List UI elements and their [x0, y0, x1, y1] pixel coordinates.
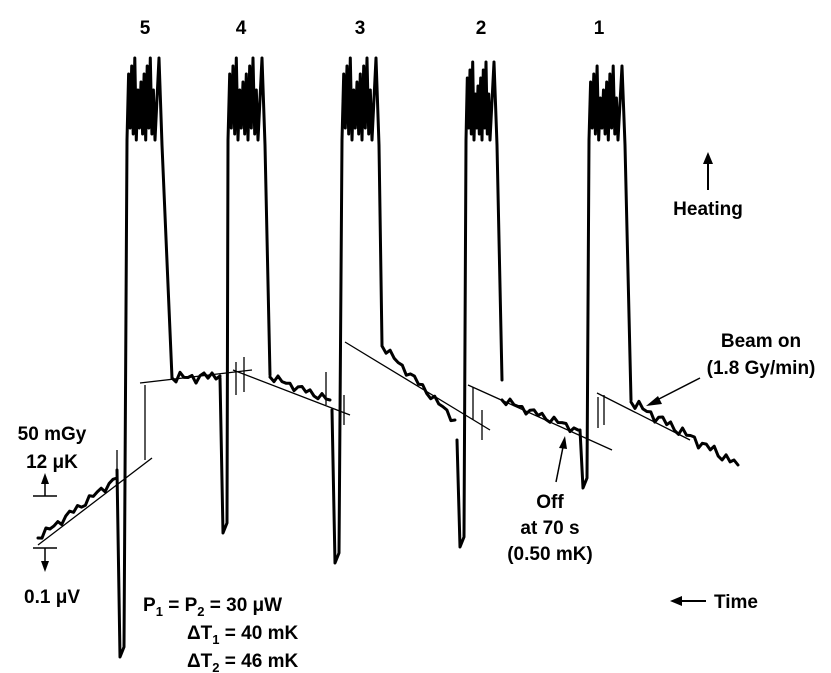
heating-arrow-icon	[703, 152, 713, 190]
fit-line-5-4	[139, 369, 253, 384]
peak-4	[218, 56, 272, 535]
baseline-3-2	[380, 344, 457, 423]
dose-scale-label: 50 mGy	[18, 424, 87, 445]
peak-label-5: 5	[140, 18, 151, 39]
time-arrow-icon	[670, 596, 706, 606]
off-label: Off	[536, 492, 564, 513]
peak-label-2: 2	[476, 18, 487, 39]
peak-2	[455, 60, 504, 549]
voltage-scale-label: 0.1 μV	[24, 587, 80, 608]
peak-1	[578, 64, 633, 490]
fit-line-post-1	[596, 392, 691, 441]
beam-on-label: Beam on	[721, 331, 801, 352]
fit-line-3-2	[344, 341, 491, 431]
baseline-pre-5	[36, 476, 119, 540]
off-arrow-icon	[555, 436, 567, 483]
baseline-4-3	[268, 374, 332, 402]
peak-3	[330, 56, 384, 565]
peak-5	[115, 56, 174, 659]
heating-label: Heating	[673, 199, 743, 220]
baseline-2-1	[500, 397, 580, 434]
scale-bar	[33, 473, 57, 572]
delta-t2-equation: ΔT2 = 46 mK	[187, 651, 298, 673]
peak-label-1: 1	[594, 18, 605, 39]
beam-rate-label: (1.8 Gy/min)	[707, 358, 816, 379]
time-label: Time	[714, 592, 758, 613]
fit-line-4-3	[232, 369, 351, 416]
fit-line-pre-5	[37, 457, 153, 546]
temp-scale-label: 12 μK	[26, 452, 78, 473]
off-time-label: at 70 s	[520, 518, 579, 539]
peak-label-3: 3	[355, 18, 366, 39]
fit-line-2-1	[467, 384, 613, 451]
off-temp-label: (0.50 mK)	[507, 544, 593, 565]
beam-on-arrow-icon	[646, 377, 701, 406]
delta-t1-equation: ΔT1 = 40 mK	[187, 623, 298, 647]
baseline-post-1	[629, 399, 740, 467]
power-equation: P1 = P2 = 30 μW	[143, 595, 282, 619]
baseline-5-4	[170, 370, 222, 385]
peak-label-4: 4	[236, 18, 247, 39]
